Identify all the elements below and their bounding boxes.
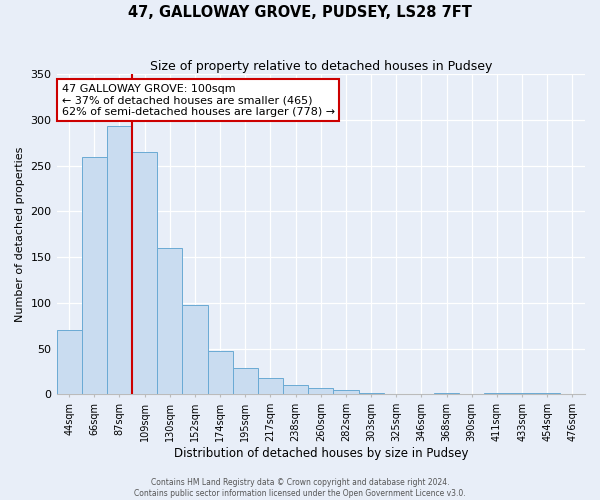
Bar [535, 392, 560, 394]
Text: 47 GALLOWAY GROVE: 100sqm
← 37% of detached houses are smaller (465)
62% of semi: 47 GALLOWAY GROVE: 100sqm ← 37% of detac… [62, 84, 335, 117]
Bar [82, 156, 107, 394]
Text: Contains HM Land Registry data © Crown copyright and database right 2024.
Contai: Contains HM Land Registry data © Crown c… [134, 478, 466, 498]
Bar [334, 390, 359, 394]
Bar [132, 152, 157, 394]
Bar [283, 386, 308, 394]
Bar [484, 392, 509, 394]
Bar [308, 388, 334, 394]
Y-axis label: Number of detached properties: Number of detached properties [15, 146, 25, 322]
Bar [107, 126, 132, 394]
Bar [509, 392, 535, 394]
Bar [182, 305, 208, 394]
Text: 47, GALLOWAY GROVE, PUDSEY, LS28 7FT: 47, GALLOWAY GROVE, PUDSEY, LS28 7FT [128, 5, 472, 20]
Bar [208, 350, 233, 395]
Bar [434, 392, 459, 394]
Bar [233, 368, 258, 394]
Bar [258, 378, 283, 394]
Title: Size of property relative to detached houses in Pudsey: Size of property relative to detached ho… [149, 60, 492, 73]
Bar [359, 392, 383, 394]
Bar [157, 248, 182, 394]
Bar [56, 330, 82, 394]
X-axis label: Distribution of detached houses by size in Pudsey: Distribution of detached houses by size … [173, 447, 468, 460]
